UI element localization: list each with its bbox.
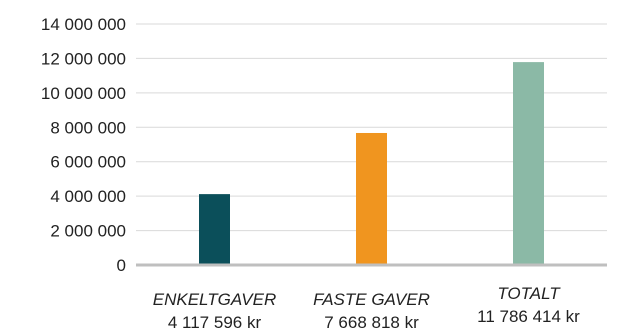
bars [199, 62, 544, 265]
y-tick-label: 2 000 000 [50, 222, 126, 241]
value-label: 11 786 414 kr [477, 307, 580, 326]
category-label: TOTALT [497, 284, 561, 303]
y-tick-label: 10 000 000 [41, 84, 126, 103]
y-tick-label: 12 000 000 [41, 49, 126, 68]
y-tick-label: 8 000 000 [50, 118, 126, 137]
y-tick-label: 14 000 000 [41, 15, 126, 34]
y-tick-label: 4 000 000 [50, 187, 126, 206]
category-labels: ENKELTGAVER 4 117 596 kr FASTE GAVER 7 668 … [153, 284, 580, 331]
bar [199, 194, 230, 265]
bar [513, 62, 544, 265]
y-tick-label: 0 [117, 256, 126, 275]
value-label: 7 668 818 kr [324, 313, 419, 331]
category-label: ENKELTGAVER [153, 290, 276, 309]
y-axis-ticks: 0 2 000 000 4 000 000 6 000 000 8 000 000 10 … [41, 15, 126, 275]
category-label: FASTE GAVER [313, 290, 430, 309]
bar [356, 132, 387, 265]
value-label: 4 117 596 kr [168, 313, 262, 331]
y-tick-label: 6 000 000 [50, 153, 126, 172]
